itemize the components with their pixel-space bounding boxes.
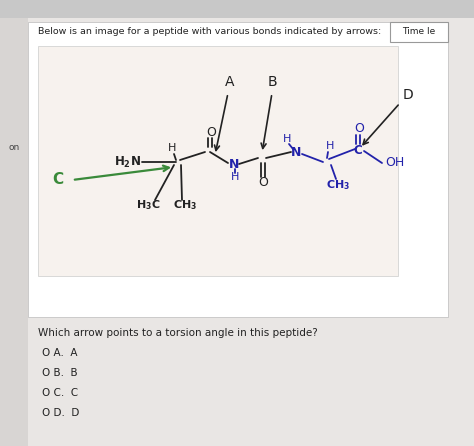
Text: O B.  B: O B. B [42,368,78,378]
Text: Below is an image for a peptide with various bonds indicated by arrows:: Below is an image for a peptide with var… [38,28,381,37]
FancyBboxPatch shape [390,22,448,42]
Text: $\mathbf{H_3C}$: $\mathbf{H_3C}$ [136,198,160,212]
Text: on: on [9,144,19,153]
Text: H: H [283,134,291,144]
Text: O C.  C: O C. C [42,388,78,398]
Text: $\mathbf{H_2N}$: $\mathbf{H_2N}$ [114,154,140,169]
FancyBboxPatch shape [0,0,474,18]
Text: O D.  D: O D. D [42,408,79,418]
FancyBboxPatch shape [0,18,28,446]
Text: OH: OH [385,157,404,169]
FancyBboxPatch shape [28,22,448,317]
Text: O: O [206,125,216,139]
Text: O: O [354,123,364,136]
Text: O: O [258,177,268,190]
FancyBboxPatch shape [38,46,398,276]
Text: H: H [231,172,239,182]
Text: O A.  A: O A. A [42,348,78,358]
Text: N: N [291,145,301,158]
Text: C: C [354,145,363,157]
Text: Time le: Time le [402,28,436,37]
Text: N: N [229,157,239,170]
Text: $\mathbf{CH_3}$: $\mathbf{CH_3}$ [173,198,197,212]
Text: A: A [225,75,235,89]
Text: $\mathbf{CH_3}$: $\mathbf{CH_3}$ [326,178,350,192]
Text: Which arrow points to a torsion angle in this peptide?: Which arrow points to a torsion angle in… [38,328,318,338]
Text: B: B [267,75,277,89]
FancyBboxPatch shape [0,18,474,446]
Text: D: D [402,88,413,102]
Text: C: C [53,173,64,187]
Text: H: H [326,141,334,151]
Text: H: H [168,143,176,153]
